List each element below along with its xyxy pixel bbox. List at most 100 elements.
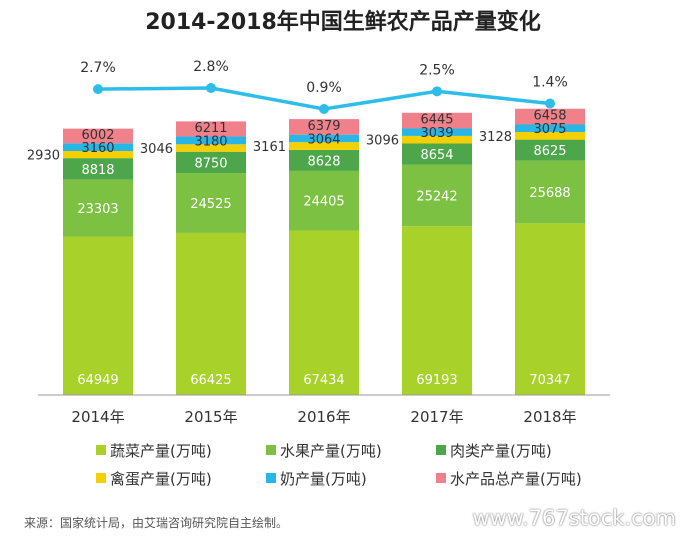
data-label: 6211 bbox=[194, 121, 227, 136]
data-label: 3160 bbox=[81, 141, 114, 156]
data-label: 8818 bbox=[81, 163, 114, 178]
bars-layer bbox=[63, 108, 585, 395]
bar-segment bbox=[289, 149, 359, 171]
bar-segment bbox=[176, 151, 246, 174]
bar-segment bbox=[515, 108, 585, 125]
watermark: www.767stock.com bbox=[472, 506, 676, 530]
data-label: 8654 bbox=[420, 148, 453, 163]
legend-swatch bbox=[96, 473, 106, 483]
data-label: 6002 bbox=[81, 128, 114, 143]
data-label: 67434 bbox=[303, 373, 344, 388]
x-tick-label: 2015年 bbox=[184, 408, 237, 426]
legend-swatch bbox=[436, 473, 446, 483]
data-label: 8750 bbox=[194, 156, 227, 171]
source-note: 来源：国家统计局，由艾瑞咨询研究院自主绘制。 bbox=[24, 516, 289, 530]
x-tick-label: 2014年 bbox=[71, 408, 124, 426]
legend-swatch bbox=[266, 473, 276, 483]
legend-item: 蔬菜产量(万吨) bbox=[96, 440, 212, 461]
data-label: 3161 bbox=[253, 140, 286, 155]
bar-segment bbox=[289, 230, 359, 395]
data-label: 3180 bbox=[194, 134, 227, 149]
data-label: 3075 bbox=[533, 122, 566, 137]
bar-segment bbox=[402, 143, 472, 165]
bar-segment bbox=[289, 170, 359, 231]
data-label: 25688 bbox=[529, 186, 570, 201]
x-tick-label: 2016年 bbox=[297, 408, 350, 426]
x-tick-label: 2018年 bbox=[523, 408, 576, 426]
legend-swatch bbox=[436, 445, 446, 455]
bar-segment bbox=[402, 164, 472, 227]
legend-item: 肉类产量(万吨) bbox=[436, 440, 552, 461]
bar-segment bbox=[515, 124, 585, 132]
data-label: 3096 bbox=[366, 134, 399, 149]
bar-segment bbox=[176, 173, 246, 233]
growth-label: 2.5% bbox=[419, 62, 455, 78]
legend-item: 水果产量(万吨) bbox=[266, 440, 382, 461]
data-label: 66425 bbox=[190, 373, 231, 388]
bar-segment bbox=[515, 160, 585, 224]
bar-segment bbox=[63, 151, 133, 159]
bar-segment bbox=[402, 112, 472, 129]
x-tick-label: 2017年 bbox=[410, 408, 463, 426]
legend-label: 蔬菜产量(万吨) bbox=[110, 442, 212, 460]
bar-segment bbox=[176, 136, 246, 145]
legend-label: 水产品总产量(万吨) bbox=[450, 470, 582, 488]
bar-segment bbox=[63, 179, 133, 237]
bar-segment bbox=[176, 232, 246, 395]
legend-item: 禽蛋产量(万吨) bbox=[96, 468, 212, 489]
bar-segment bbox=[402, 135, 472, 144]
bar-segment bbox=[515, 131, 585, 140]
legend-label: 肉类产量(万吨) bbox=[450, 442, 552, 460]
data-label: 25242 bbox=[416, 189, 457, 204]
legend-item: 奶产量(万吨) bbox=[266, 468, 367, 489]
data-label: 24525 bbox=[190, 197, 231, 212]
data-label: 3128 bbox=[479, 130, 512, 145]
bar-segment bbox=[289, 119, 359, 135]
bar-segment bbox=[176, 144, 246, 152]
x-axis: 2014年 2015年 2016年 2017年 2018年 bbox=[38, 394, 610, 426]
chart-title: 2014-2018年中国生鲜农产品产量变化 bbox=[145, 10, 541, 35]
bar-segment bbox=[63, 143, 133, 151]
data-label: 3039 bbox=[420, 126, 453, 141]
bar-segment bbox=[63, 158, 133, 180]
bar-segment bbox=[289, 134, 359, 143]
data-label: 64949 bbox=[77, 373, 118, 388]
data-label: 2930 bbox=[27, 149, 60, 164]
legend-swatch bbox=[266, 445, 276, 455]
legend-label: 水果产量(万吨) bbox=[280, 442, 382, 460]
legend-label: 禽蛋产量(万吨) bbox=[110, 470, 212, 488]
bar-segment bbox=[289, 142, 359, 150]
bar-segment bbox=[176, 121, 246, 137]
bar-segment bbox=[63, 236, 133, 395]
data-label: 3046 bbox=[140, 142, 173, 157]
data-label: 6445 bbox=[420, 113, 453, 128]
data-label: 69193 bbox=[416, 373, 457, 388]
legend-item: 水产品总产量(万吨) bbox=[436, 468, 582, 489]
bar-segment bbox=[402, 226, 472, 395]
growth-point bbox=[319, 104, 329, 114]
growth-label: 2.8% bbox=[193, 59, 229, 75]
data-label: 24405 bbox=[303, 195, 344, 210]
data-label: 8625 bbox=[533, 144, 566, 159]
growth-label: 2.7% bbox=[80, 60, 116, 76]
bar-segment bbox=[402, 128, 472, 136]
legend-label: 奶产量(万吨) bbox=[280, 470, 367, 488]
bar-segment bbox=[63, 128, 133, 144]
bar-segment bbox=[515, 223, 585, 395]
data-label: 6379 bbox=[307, 119, 340, 134]
growth-point bbox=[545, 98, 555, 109]
growth-line-layer: 2.7% 2.8% 0.9% 2.5% 1.4% bbox=[80, 59, 568, 114]
growth-point bbox=[93, 84, 103, 95]
data-label: 23303 bbox=[77, 202, 118, 217]
growth-point bbox=[206, 83, 216, 93]
data-label: 6458 bbox=[533, 109, 566, 124]
data-label: 70347 bbox=[529, 373, 570, 388]
growth-point bbox=[432, 86, 442, 97]
growth-label: 1.4% bbox=[532, 74, 568, 90]
data-label: 8628 bbox=[307, 154, 340, 169]
growth-label: 0.9% bbox=[306, 80, 342, 96]
data-label: 3064 bbox=[307, 132, 340, 147]
bar-segment bbox=[515, 139, 585, 161]
